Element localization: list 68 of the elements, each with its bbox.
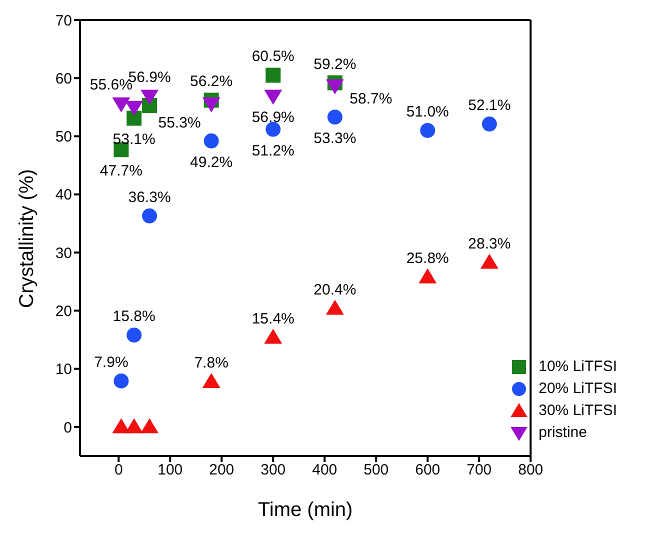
- data-label: 59.2%: [314, 56, 356, 73]
- data-label: 53.3%: [314, 130, 356, 148]
- x-tick-label: 400: [312, 462, 338, 479]
- y-tick-label: 70: [55, 12, 72, 30]
- data-label: 25.8%: [406, 250, 449, 267]
- y-tick-label: 60: [55, 70, 72, 88]
- data-label: 49.2%: [190, 154, 233, 171]
- data-label: 15.4%: [252, 310, 294, 328]
- point: [204, 133, 219, 148]
- data-label: 53.1%: [112, 131, 156, 148]
- x-tick-label: 300: [260, 462, 286, 479]
- x-tick-label: 700: [466, 462, 492, 479]
- data-label: 58.7%: [350, 90, 392, 108]
- point: [418, 268, 437, 284]
- x-tick-label: 500: [364, 462, 389, 479]
- y-tick-label: 20: [55, 302, 72, 320]
- point: [264, 90, 282, 105]
- y-axis-title: Crystallinity (%): [16, 169, 38, 308]
- point: [126, 328, 142, 343]
- y-tick-label: 40: [55, 186, 72, 204]
- data-label: 15.8%: [112, 308, 156, 326]
- legend-label: pristine: [538, 423, 587, 443]
- data-label: 47.7%: [100, 162, 142, 180]
- point: [125, 100, 144, 116]
- point: [142, 208, 158, 224]
- point: [202, 97, 220, 112]
- data-label: 36.3%: [128, 188, 171, 206]
- legend-label: 30% LiTFSI: [538, 401, 617, 421]
- point: [114, 374, 129, 389]
- point: [266, 122, 281, 137]
- point: [202, 372, 220, 388]
- point: [327, 110, 342, 125]
- y-tick-label: 50: [55, 128, 72, 146]
- point: [482, 116, 497, 132]
- data-label: 51.2%: [252, 142, 294, 160]
- x-tick-label: 100: [158, 462, 183, 479]
- x-tick-label: 0: [114, 462, 123, 479]
- point: [112, 97, 130, 112]
- x-tick-label: 800: [518, 462, 544, 479]
- y-tick-label: 30: [55, 244, 72, 262]
- point: [326, 79, 344, 94]
- point: [420, 122, 436, 138]
- data-label: 51.0%: [406, 103, 449, 120]
- data-label: 28.3%: [468, 235, 511, 252]
- data-label: 56.9%: [252, 109, 294, 126]
- y-tick-label: 0: [64, 419, 72, 436]
- point: [112, 418, 130, 434]
- legend-label: 10% LiTFSI: [538, 357, 617, 377]
- point: [264, 328, 282, 344]
- point: [125, 418, 144, 434]
- point: [140, 90, 159, 105]
- data-label: 55.3%: [158, 114, 201, 132]
- point: [480, 254, 498, 269]
- data-label: 7.8%: [194, 354, 228, 372]
- point: [140, 418, 159, 434]
- legend-label: 20% LiTFSI: [538, 379, 617, 399]
- x-tick-label: 600: [415, 462, 440, 479]
- data-label: 7.9%: [94, 354, 128, 372]
- point: [326, 300, 344, 315]
- point: [126, 110, 142, 126]
- data-label: 52.1%: [468, 97, 511, 114]
- data-label: 56.2%: [190, 73, 233, 90]
- point: [266, 68, 281, 83]
- data-label: 60.5%: [252, 48, 294, 66]
- data-label: 20.4%: [314, 281, 356, 298]
- x-axis-title: Time (min): [258, 499, 353, 521]
- x-tick-label: 200: [209, 462, 234, 479]
- y-tick-label: 10: [55, 361, 72, 378]
